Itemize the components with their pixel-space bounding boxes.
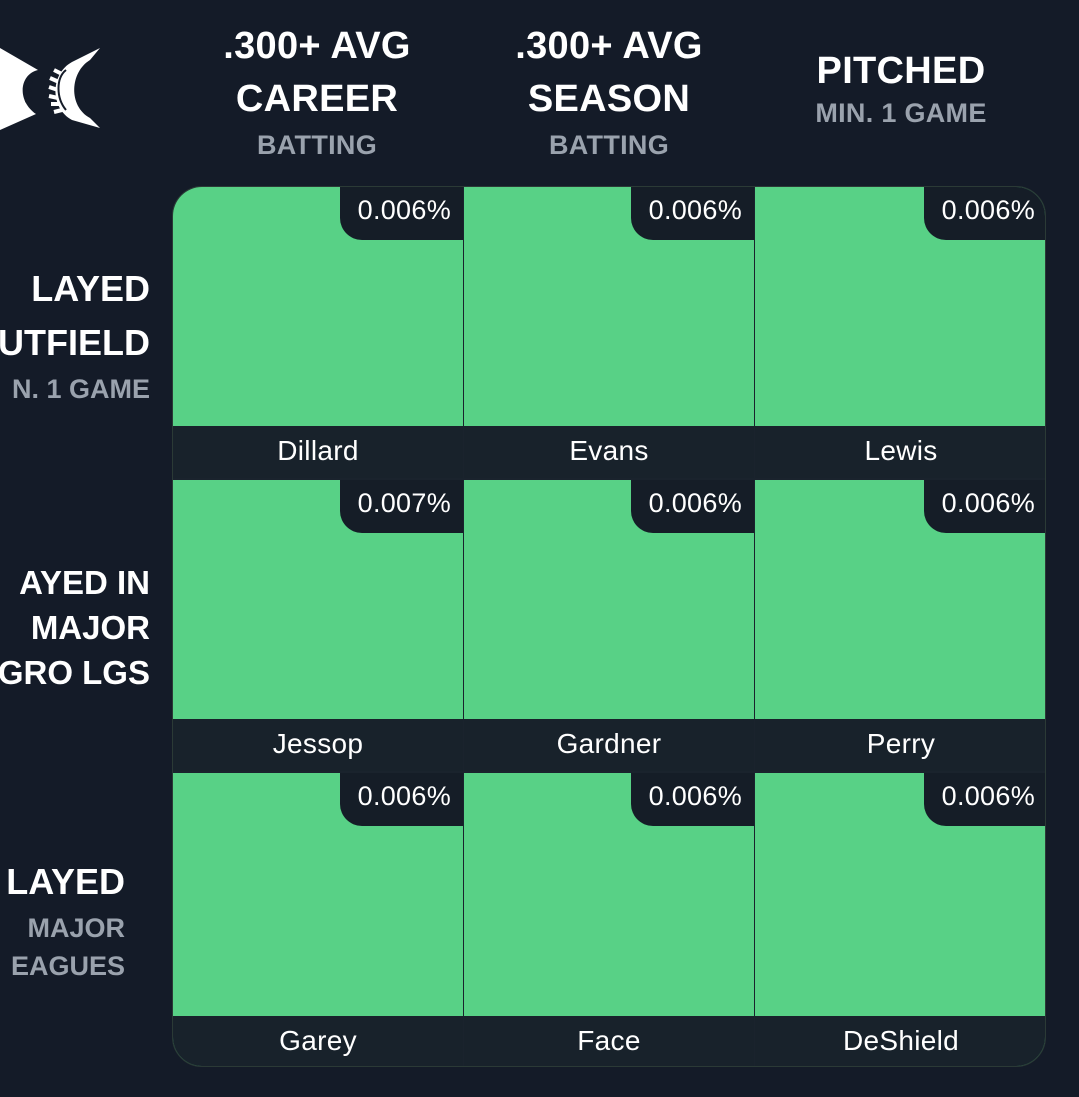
player-name: Lewis bbox=[755, 426, 1045, 478]
column-header-season-avg: .300+ AVG SEASON BATTING bbox=[464, 20, 754, 164]
player-name: Evans bbox=[464, 426, 754, 478]
column-header-subtitle: MIN. 1 GAME bbox=[815, 98, 987, 128]
row-header-subtitle: MAJOR bbox=[27, 913, 125, 943]
grid-cell-r3-c3[interactable]: 0.006% DeShield bbox=[755, 773, 1045, 1066]
rarity-badge: 0.006% bbox=[630, 187, 754, 240]
grid-cell-r3-c2[interactable]: 0.006% Face bbox=[464, 773, 754, 1066]
column-header-subtitle: BATTING bbox=[548, 130, 670, 160]
grid-cell-r2-c3[interactable]: 0.006% Perry bbox=[755, 480, 1045, 771]
column-header-line: CAREER bbox=[235, 78, 399, 120]
grid-cell-r2-c2[interactable]: 0.006% Gardner bbox=[464, 480, 754, 771]
column-header-line: .300+ AVG bbox=[515, 25, 703, 67]
column-header-career-avg: .300+ AVG CAREER BATTING bbox=[172, 20, 462, 164]
grid-cell-r1-c3[interactable]: 0.006% Lewis bbox=[755, 187, 1045, 478]
laurel-logo-icon[interactable] bbox=[0, 40, 105, 135]
player-name: Dillard bbox=[173, 426, 463, 478]
grid-cell-r1-c2[interactable]: 0.006% Evans bbox=[464, 187, 754, 478]
row-header-major-leagues: LAYED MAJOR EAGUES bbox=[0, 855, 125, 985]
row-header-line: GRO LGS bbox=[0, 654, 150, 691]
player-name: Perry bbox=[755, 719, 1045, 771]
player-name: Garey bbox=[173, 1016, 463, 1066]
row-header-line: MAJOR bbox=[30, 609, 150, 646]
player-name: Jessop bbox=[173, 719, 463, 771]
player-name: DeShield bbox=[755, 1016, 1045, 1066]
player-name: Face bbox=[464, 1016, 754, 1066]
player-name: Gardner bbox=[464, 719, 754, 771]
column-header-line: PITCHED bbox=[816, 50, 986, 92]
answer-grid: 0.006% Dillard 0.006% Evans 0.006% Lewis… bbox=[172, 186, 1046, 1067]
row-header-subtitle: N. 1 GAME bbox=[11, 374, 150, 404]
row-header-line: UTFIELD bbox=[0, 322, 150, 363]
grid-cell-r3-c1[interactable]: 0.006% Garey bbox=[173, 773, 463, 1066]
rarity-badge: 0.006% bbox=[923, 480, 1045, 533]
rarity-badge: 0.006% bbox=[339, 773, 463, 826]
row-header-line: LAYED bbox=[31, 268, 150, 309]
rarity-badge: 0.006% bbox=[923, 773, 1045, 826]
row-header-line: LAYED bbox=[6, 861, 125, 902]
column-header-line: .300+ AVG bbox=[223, 25, 411, 67]
column-header-pitched: PITCHED MIN. 1 GAME bbox=[756, 45, 1046, 128]
row-header-subtitle: EAGUES bbox=[10, 951, 125, 981]
rarity-badge: 0.006% bbox=[923, 187, 1045, 240]
row-header-outfield: LAYED UTFIELD N. 1 GAME bbox=[0, 262, 150, 408]
grid-cell-r2-c1[interactable]: 0.007% Jessop bbox=[173, 480, 463, 771]
grid-cell-r1-c1[interactable]: 0.006% Dillard bbox=[173, 187, 463, 478]
column-header-line: SEASON bbox=[527, 78, 691, 120]
rarity-badge: 0.006% bbox=[630, 773, 754, 826]
rarity-badge: 0.006% bbox=[630, 480, 754, 533]
rarity-badge: 0.006% bbox=[339, 187, 463, 240]
column-header-subtitle: BATTING bbox=[256, 130, 378, 160]
row-header-negro-leagues: AYED IN MAJOR GRO LGS bbox=[0, 560, 150, 695]
rarity-badge: 0.007% bbox=[339, 480, 463, 533]
row-header-line: AYED IN bbox=[19, 564, 150, 601]
